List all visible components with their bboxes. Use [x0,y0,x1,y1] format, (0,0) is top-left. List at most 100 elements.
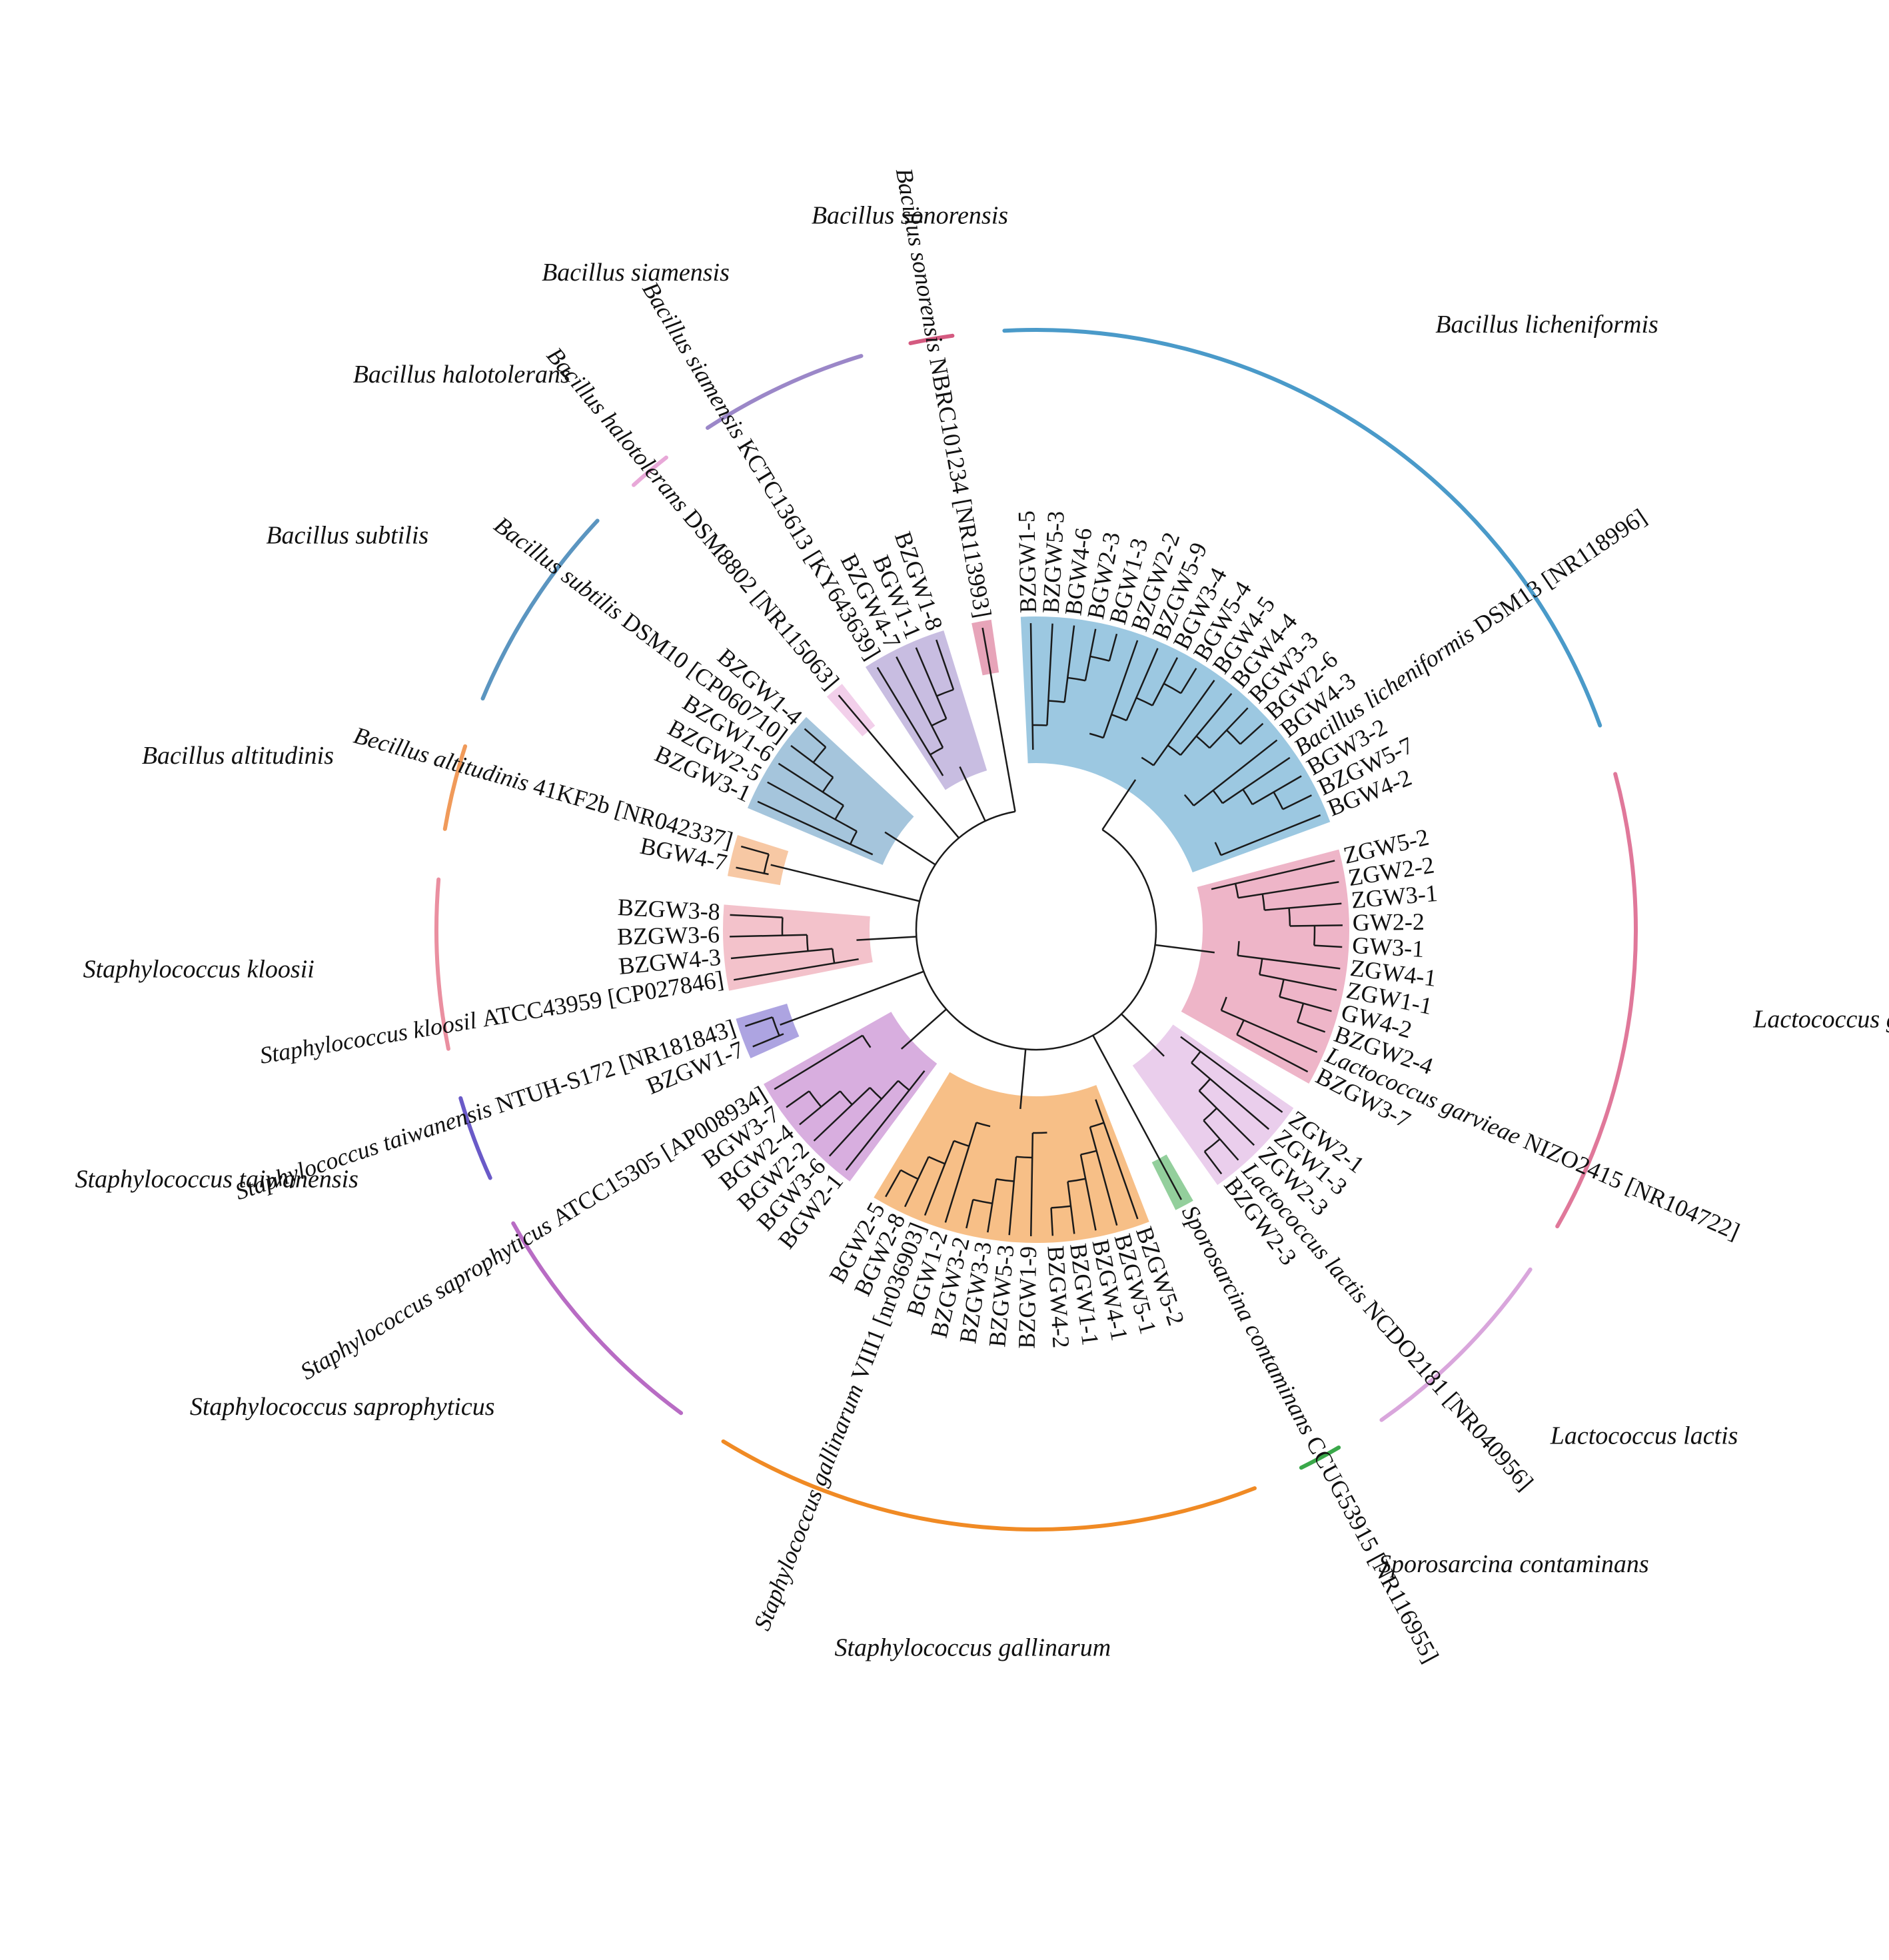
leaf-branch [845,1070,926,1171]
clade-stem [1121,1013,1165,1057]
internal-branch [1242,788,1253,805]
leaf-branch [1259,974,1337,991]
internal-branch [1203,1107,1217,1122]
leaf-branch [1236,1034,1309,1073]
internal-branch [1191,1051,1201,1064]
clade-stem [856,936,917,941]
reference-strain-label: Sporosarcina contaminans CCUG53915 [NR11… [1177,1201,1444,1667]
internal-branch [1167,744,1181,756]
leaf-branch [1220,814,1321,856]
internal-branch [1237,941,1240,956]
leaf-branch [1089,1126,1118,1226]
internal-branch [1261,894,1265,910]
leaf-branch [752,1033,784,1048]
leaf-branch [936,639,955,690]
clade-arc-garvieae [1555,772,1638,1229]
clade-arc-licheniformis [1002,328,1602,728]
leaf-branch [1165,1170,1183,1200]
internal-branch [822,776,834,793]
leaf-branch [1029,623,1034,750]
internal-branch [1067,1178,1086,1183]
leaf-branch [1067,1181,1075,1234]
clade-arc-taiwanensis [458,1096,492,1180]
internal-branch [1273,791,1284,810]
group-label-sporosarcina: Sporosarcina contaminans [1379,1550,1649,1578]
internal-branch [839,1090,853,1106]
internal-branch [975,1122,991,1128]
leaf-branch [915,647,947,719]
internal-branch [1089,655,1110,662]
clade-stem [770,864,920,902]
leaf-branch [1151,657,1179,706]
leaf-branch [1125,648,1159,721]
internal-branch [1135,696,1153,706]
internal-branch [1067,676,1086,682]
internal-branch [1048,700,1065,703]
species-name: Bacillus siamensis [637,277,755,449]
internal-branch [869,1087,882,1100]
leaf-branch [1050,1208,1054,1236]
isolate-label: GW2-2 [1353,908,1425,936]
clade-stem [1155,944,1215,954]
leaf-branch [1193,739,1278,806]
internal-branch [862,1035,872,1048]
leaf-branch [1211,860,1335,890]
group-label-sonorensis: Bacillus sonorensis [812,201,1008,229]
leaf-branch [876,666,944,776]
clade-arc-sporosarcina [1299,1445,1341,1470]
clade-shading-altitudinis [727,834,789,886]
clade-arc-halotolerans [632,455,668,487]
internal-branch [806,934,809,952]
internal-branch [832,948,836,964]
strain-accession: NCDO2181 [NR040956] [1358,1296,1539,1496]
internal-branch [995,1178,1014,1182]
internal-branch [928,1156,945,1165]
clade-arc-subtilis [480,518,600,701]
internal-branch [1111,714,1127,722]
clade-shading-subtilis [747,716,914,865]
leaf-branch [1179,692,1233,756]
leaf-branch [1108,633,1118,662]
leaf-branch [1221,1009,1318,1053]
leaf-branch [1282,794,1312,810]
isolate-label: BZGW3-8 [617,894,721,925]
clade-stem [780,970,924,1026]
internal-branch [1212,790,1223,804]
leaf-branch [1203,1151,1223,1175]
reference-strain-label: Lactococcus lactis NCDO2181 [NR040956] [1236,1157,1539,1496]
internal-branch [772,1016,780,1036]
leaf-branch [965,1199,974,1229]
strain-accession: NIZO2415 [NR104722] [1520,1128,1744,1245]
group-label-taiwanensis: Staphylococcus taiwanensis [75,1166,358,1194]
leaf-branch [1203,1120,1239,1161]
strain-accession: KCTC13613 [KY643639] [732,435,886,664]
internal-branch [1313,925,1316,946]
strain-accession: ATCC43959 [CP027846] [480,966,726,1032]
leaf-branch [1191,1062,1270,1130]
clade-stem [1101,779,1137,830]
internal-branch [1089,1122,1105,1128]
leaf-branch [730,914,783,918]
branch-layer [730,623,1343,1236]
leaf-branch [1063,625,1075,702]
leaf-branch [981,627,989,661]
clade-arc-sonorensis [908,333,955,345]
species-name: Bacillus subtilis [489,511,633,628]
internal-branch [1214,842,1222,856]
isolate-label: BZGW4-2 [1042,1245,1074,1349]
strain-accession: NBRC101234 [NR113993] [924,356,997,620]
leaf-branch [1180,1036,1283,1113]
clade-arc-kloosii [434,877,450,1051]
leaf-branch [1029,1132,1034,1236]
leaf-branch [790,744,834,778]
leaf-branch [730,948,833,960]
internal-branch [1220,996,1227,1011]
leaf-branch [1079,1154,1097,1231]
leaf-branch [896,656,944,748]
internal-branch [808,1090,822,1108]
clade-stem [900,1008,947,1050]
leaf-branch [813,1087,871,1142]
species-name: Staphylococcus gallinarum [749,1375,871,1634]
leaf-branch [774,1034,864,1090]
internal-branch [849,830,858,845]
